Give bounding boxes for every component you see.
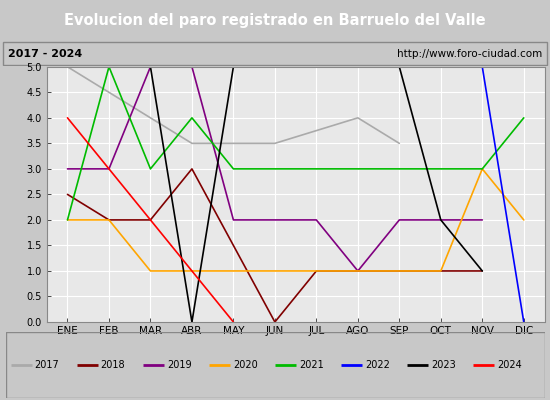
Text: 2019: 2019 [167,360,191,370]
Text: 2017: 2017 [35,360,59,370]
Text: 2018: 2018 [101,360,125,370]
Text: 2022: 2022 [365,360,390,370]
Text: 2024: 2024 [497,360,521,370]
Text: http://www.foro-ciudad.com: http://www.foro-ciudad.com [397,49,542,59]
Text: Evolucion del paro registrado en Barruelo del Valle: Evolucion del paro registrado en Barruel… [64,14,486,28]
Text: 2017 - 2024: 2017 - 2024 [8,49,82,59]
Text: 2020: 2020 [233,360,257,370]
Text: 2021: 2021 [299,360,323,370]
Text: 2023: 2023 [431,360,455,370]
